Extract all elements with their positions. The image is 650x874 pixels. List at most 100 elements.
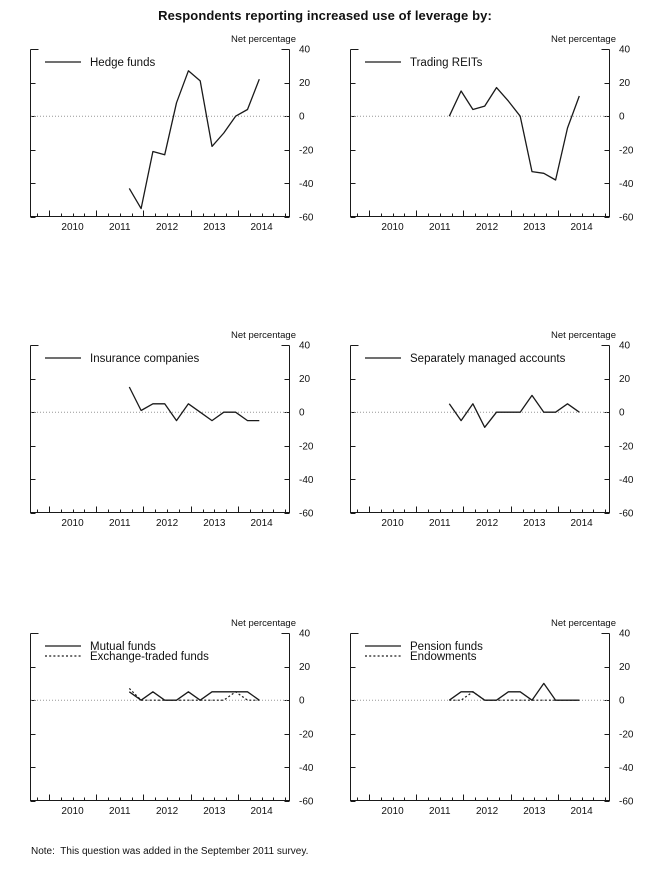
x-tick-label: 2010 bbox=[381, 518, 404, 529]
x-tick-label: 2012 bbox=[476, 222, 499, 233]
series-line-exchange-traded-funds bbox=[128, 687, 260, 701]
unit-label: Net percentage bbox=[231, 34, 296, 45]
axis-frame bbox=[30, 345, 290, 513]
y-tick-label: -20 bbox=[299, 441, 314, 452]
x-tick-label: 2011 bbox=[109, 518, 131, 529]
legend-label: Trading REITs bbox=[410, 57, 483, 69]
panel-pension-funds-endowments: 2010 2011 2012 2013 2014 40 20 0 -20 -40 -60 Net pe… bbox=[350, 618, 634, 817]
y-tick-label: -40 bbox=[299, 179, 314, 190]
y-tick-label: 0 bbox=[299, 408, 305, 419]
y-tick-label: 40 bbox=[299, 45, 311, 56]
y-axis-ticks bbox=[350, 633, 610, 802]
y-tick-label: -60 bbox=[299, 213, 314, 224]
x-tick-label: 2014 bbox=[251, 222, 274, 233]
x-tick-label: 2010 bbox=[381, 222, 404, 233]
x-tick-label: 2011 bbox=[429, 518, 451, 529]
legend-label: Endowments bbox=[410, 651, 477, 663]
x-tick-label: 2014 bbox=[251, 518, 274, 529]
legend-label: Mutual funds bbox=[90, 641, 156, 653]
unit-label: Net percentage bbox=[551, 330, 616, 341]
axis-frame bbox=[350, 345, 610, 513]
x-axis-ticks bbox=[37, 210, 286, 217]
x-tick-label: 2013 bbox=[203, 806, 226, 817]
x-tick-label: 2010 bbox=[381, 806, 404, 817]
y-tick-label: -60 bbox=[619, 213, 634, 224]
legend-label: Pension funds bbox=[410, 641, 483, 653]
y-tick-label: 20 bbox=[299, 662, 311, 673]
y-tick-label: 0 bbox=[619, 696, 625, 707]
x-tick-label: 2012 bbox=[476, 518, 499, 529]
y-tick-label: 40 bbox=[299, 341, 311, 352]
page-title: Respondents reporting increased use of l… bbox=[158, 8, 492, 23]
y-tick-label: 0 bbox=[299, 112, 305, 123]
y-tick-label: 20 bbox=[299, 374, 311, 385]
x-tick-label: 2013 bbox=[203, 518, 226, 529]
y-tick-label: -20 bbox=[619, 441, 634, 452]
legend-label: Separately managed accounts bbox=[410, 353, 566, 365]
chart-hedge-funds: 2010 2011 2012 2013 2014 40 20 0 -20 -40 -60 Net pe… bbox=[30, 34, 314, 233]
y-tick-label: -20 bbox=[619, 145, 634, 156]
series-line-endowments bbox=[449, 691, 580, 701]
y-tick-label: -60 bbox=[299, 509, 314, 520]
y-tick-label: 40 bbox=[619, 341, 631, 352]
y-tick-label: 0 bbox=[619, 408, 625, 419]
y-tick-label: -60 bbox=[299, 797, 314, 808]
series-line-trading-reits bbox=[448, 86, 580, 181]
axis-frame bbox=[30, 49, 290, 217]
y-tick-label: -60 bbox=[619, 509, 634, 520]
legend-label: Insurance companies bbox=[90, 353, 200, 365]
unit-label: Net percentage bbox=[231, 618, 296, 629]
x-tick-label: 2010 bbox=[61, 518, 84, 529]
panel-insurance-companies: 2010 2011 2012 2013 2014 40 20 0 -20 -40 -60 Net pe… bbox=[30, 330, 314, 529]
y-tick-label: 20 bbox=[299, 78, 311, 89]
panel-separately-managed-accounts: 2010 2011 2012 2013 2014 40 20 0 -20 -40 -60 Net pe… bbox=[350, 330, 634, 529]
x-tick-label: 2013 bbox=[203, 222, 226, 233]
x-axis-ticks bbox=[357, 794, 606, 801]
x-tick-label: 2013 bbox=[523, 518, 546, 529]
y-tick-label: 20 bbox=[619, 374, 631, 385]
x-axis-ticks bbox=[357, 210, 606, 217]
chart-insurance-companies: 2010 2011 2012 2013 2014 40 20 0 -20 -40 -60 Net pe… bbox=[30, 330, 314, 529]
legend-label: Exchange-traded funds bbox=[90, 651, 209, 663]
y-tick-label: -40 bbox=[619, 179, 634, 190]
chart-pension-funds-endowments: 2010 2011 2012 2013 2014 40 20 0 -20 -40 -60 Net pe… bbox=[350, 618, 634, 817]
series-line-separately-managed-accounts bbox=[448, 394, 580, 428]
x-axis-ticks bbox=[357, 506, 606, 513]
chart-mutual-funds-etfs: 2010 2011 2012 2013 2014 40 20 0 -20 -40 -60 Net pe… bbox=[30, 618, 314, 817]
chart-trading-reits: 2010 2011 2012 2013 2014 40 20 0 -20 -40 -60 Net pe… bbox=[350, 34, 634, 233]
series-line-hedge-funds bbox=[128, 70, 260, 210]
y-tick-label: 0 bbox=[619, 112, 625, 123]
x-tick-label: 2012 bbox=[156, 222, 179, 233]
y-tick-label: 20 bbox=[619, 78, 631, 89]
y-axis-ticks bbox=[350, 49, 610, 218]
y-tick-label: -40 bbox=[299, 475, 314, 486]
y-tick-label: -20 bbox=[299, 145, 314, 156]
series-line-pension-funds bbox=[448, 682, 580, 701]
y-tick-label: -60 bbox=[619, 797, 634, 808]
x-axis-ticks bbox=[37, 506, 286, 513]
chart-separately-managed-accounts: 2010 2011 2012 2013 2014 40 20 0 -20 -40 -60 Net pe… bbox=[350, 330, 634, 529]
y-tick-label: -40 bbox=[299, 763, 314, 774]
axis-frame bbox=[350, 49, 610, 217]
x-tick-label: 2011 bbox=[109, 806, 131, 817]
x-tick-label: 2014 bbox=[571, 518, 594, 529]
y-tick-label: -40 bbox=[619, 763, 634, 774]
panel-hedge-funds: 2010 2011 2012 2013 2014 40 20 0 -20 -40 -60 Net pe… bbox=[30, 34, 314, 233]
y-tick-label: 40 bbox=[619, 629, 631, 640]
x-tick-label: 2014 bbox=[251, 806, 274, 817]
y-axis-ticks bbox=[30, 345, 290, 514]
y-tick-label: 40 bbox=[619, 45, 631, 56]
y-tick-label: 40 bbox=[299, 629, 311, 640]
footnote: Note: This question was added in the Sep… bbox=[31, 846, 309, 857]
unit-label: Net percentage bbox=[551, 34, 616, 45]
x-tick-label: 2013 bbox=[523, 806, 546, 817]
axis-frame bbox=[350, 633, 610, 801]
y-axis-ticks bbox=[30, 49, 290, 218]
x-tick-label: 2014 bbox=[571, 806, 594, 817]
series-line-insurance-companies bbox=[128, 386, 260, 422]
legend-label: Hedge funds bbox=[90, 57, 155, 69]
x-tick-label: 2014 bbox=[571, 222, 594, 233]
x-tick-label: 2011 bbox=[429, 806, 451, 817]
x-tick-label: 2012 bbox=[156, 518, 179, 529]
x-tick-label: 2012 bbox=[476, 806, 499, 817]
